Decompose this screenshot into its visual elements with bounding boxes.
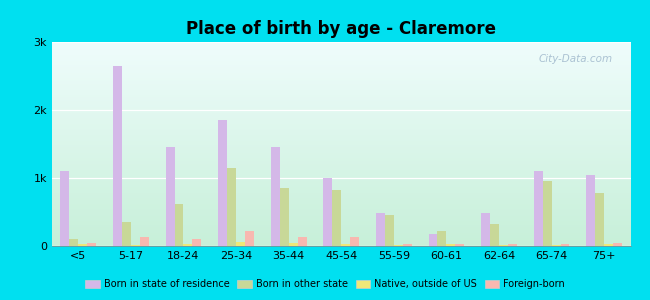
Bar xyxy=(499,244,508,246)
Bar xyxy=(192,239,202,246)
Bar xyxy=(490,224,499,246)
Bar xyxy=(218,120,227,246)
Bar xyxy=(166,147,175,246)
Bar xyxy=(403,244,411,246)
Bar xyxy=(552,244,560,246)
Bar xyxy=(122,222,131,246)
Bar xyxy=(332,190,341,246)
Bar xyxy=(560,244,569,246)
Bar xyxy=(376,213,385,246)
Bar xyxy=(140,237,149,246)
Bar xyxy=(227,168,236,246)
Bar xyxy=(78,244,87,246)
Bar xyxy=(508,244,517,246)
Bar xyxy=(113,66,122,246)
Bar xyxy=(456,244,464,246)
Bar xyxy=(131,244,140,246)
Bar xyxy=(543,182,552,246)
Bar xyxy=(481,213,490,246)
Bar xyxy=(298,237,307,246)
Bar xyxy=(236,242,245,246)
Bar xyxy=(341,244,350,246)
Bar xyxy=(70,239,78,246)
Bar xyxy=(280,188,289,246)
Bar xyxy=(245,231,254,246)
Title: Place of birth by age - Claremore: Place of birth by age - Claremore xyxy=(187,20,496,38)
Bar xyxy=(289,243,298,246)
Bar xyxy=(385,215,394,246)
Bar xyxy=(87,243,96,246)
Bar xyxy=(183,244,192,246)
Bar xyxy=(323,178,332,246)
Text: City-Data.com: City-Data.com xyxy=(539,54,613,64)
Bar xyxy=(437,231,447,246)
Bar xyxy=(613,243,622,246)
Bar xyxy=(534,171,543,246)
Bar xyxy=(586,175,595,246)
Bar xyxy=(447,244,456,246)
Bar xyxy=(60,171,70,246)
Bar xyxy=(175,204,183,246)
Bar xyxy=(604,244,613,246)
Bar xyxy=(428,234,437,246)
Bar xyxy=(595,193,604,246)
Bar xyxy=(271,147,280,246)
Bar xyxy=(350,237,359,246)
Legend: Born in state of residence, Born in other state, Native, outside of US, Foreign-: Born in state of residence, Born in othe… xyxy=(83,276,567,292)
Bar xyxy=(394,244,403,246)
